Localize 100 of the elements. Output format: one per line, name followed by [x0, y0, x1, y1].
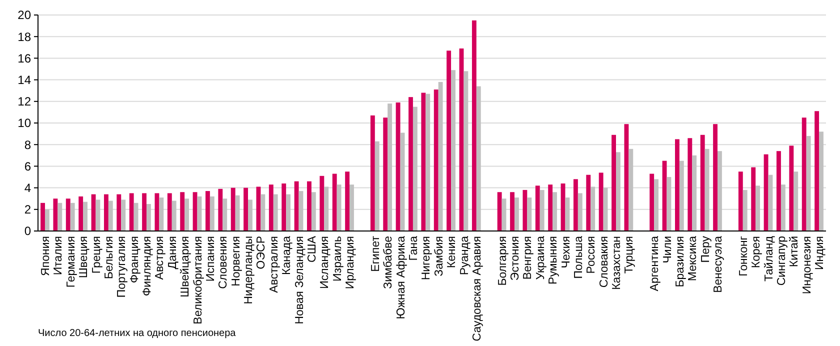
x-tick-label: Индонезия — [801, 236, 814, 294]
bar — [180, 192, 185, 231]
bar — [616, 152, 620, 231]
bar — [116, 194, 122, 231]
x-tick-label: Перу — [700, 236, 712, 263]
bar — [426, 94, 430, 231]
x-tick-label: Чехия — [560, 236, 572, 268]
bar — [350, 184, 354, 231]
bar — [44, 209, 50, 231]
x-tick-label: Румыния — [548, 236, 560, 284]
bar — [742, 190, 748, 231]
x-tick-label: Украина — [534, 235, 547, 280]
x-tick-label: Нигерия — [420, 236, 433, 280]
x-tick-label: Сингапур — [776, 236, 788, 286]
x-tick-label: Словения — [218, 236, 230, 289]
bar — [675, 139, 680, 231]
bar — [184, 198, 189, 231]
bar — [336, 184, 342, 231]
bar — [273, 194, 278, 231]
x-tick-label: Ирландия — [344, 236, 357, 290]
x-tick-label: Эстония — [510, 236, 522, 281]
x-tick-label: Финляндия — [142, 236, 154, 296]
bar — [268, 184, 274, 231]
bar — [598, 172, 604, 231]
bar — [718, 151, 722, 231]
x-tick-label: Гана — [408, 235, 420, 261]
bar — [345, 172, 350, 231]
y-tick-label: 2 — [24, 202, 32, 217]
bar — [527, 198, 532, 231]
bar — [497, 192, 502, 231]
x-tick-label: Израиль — [332, 236, 344, 282]
bar — [780, 184, 786, 231]
x-tick-label: Китай — [788, 236, 801, 268]
x-tick-label: Испания — [204, 236, 217, 282]
bar — [248, 200, 252, 231]
bar — [222, 198, 228, 231]
bar — [476, 86, 481, 231]
bar — [129, 193, 134, 231]
bar — [628, 148, 634, 231]
x-tick-label: Швейцария — [180, 236, 192, 298]
x-tick-label: Новая Зеландия — [294, 236, 306, 324]
bar — [789, 146, 794, 231]
bar — [206, 191, 210, 231]
bar — [286, 194, 291, 231]
bar — [320, 176, 324, 231]
bar — [197, 196, 202, 231]
bar — [764, 154, 768, 231]
bar — [108, 200, 113, 231]
x-tick-label: Гонконг — [738, 236, 750, 276]
bar — [121, 200, 126, 231]
bar — [514, 198, 519, 231]
bar — [142, 193, 146, 231]
bar — [548, 184, 553, 231]
bar — [806, 136, 811, 231]
x-tick-label: Греция — [90, 236, 103, 274]
x-tick-label: Канада — [281, 235, 294, 275]
x-tick-label: Аргентина — [649, 235, 662, 292]
bar — [282, 183, 286, 231]
bar — [307, 181, 312, 231]
x-tick-label: Саудовская Аравия — [471, 236, 484, 342]
bar — [172, 200, 176, 231]
x-tick-label: Франция — [128, 236, 141, 284]
bar — [540, 190, 544, 231]
bar — [383, 118, 388, 231]
y-tick-label: 16 — [18, 51, 32, 66]
bar — [311, 192, 316, 231]
bar — [294, 181, 299, 231]
x-tick-label: Италия — [52, 236, 65, 276]
bar — [421, 92, 426, 231]
x-tick-label: Дания — [166, 236, 179, 270]
y-tick-label: 0 — [24, 224, 32, 238]
x-tick-label: ОЭСР — [256, 236, 268, 270]
x-tick-label: Тайланд — [763, 236, 776, 282]
bar — [53, 198, 58, 231]
x-tick-label: Замбия — [433, 236, 446, 276]
x-tick-label: Швеция — [78, 236, 90, 278]
x-tick-label: Венесуэла — [712, 235, 725, 293]
bar — [400, 132, 405, 231]
bar — [396, 102, 400, 231]
bar — [662, 160, 667, 231]
bar — [590, 186, 596, 231]
x-tick-label: Бразилия — [674, 236, 686, 288]
x-tick-label: Польша — [572, 235, 585, 279]
y-tick-label: 14 — [18, 73, 32, 87]
bar — [802, 118, 806, 231]
bar — [159, 198, 164, 231]
x-tick-label: Япония — [40, 236, 52, 276]
x-tick-label: Мексика — [687, 235, 700, 282]
bar — [751, 167, 756, 231]
bar — [446, 50, 452, 231]
bar — [679, 160, 684, 231]
bar — [756, 186, 760, 231]
x-tick-label: Индия — [814, 236, 826, 270]
bar — [535, 186, 540, 231]
x-tick-label: США — [306, 236, 318, 263]
bar — [408, 97, 413, 231]
x-tick-label: Австралия — [268, 236, 280, 293]
bar — [573, 179, 578, 231]
x-tick-label: Германия — [65, 236, 78, 288]
x-tick-label: Египет — [370, 235, 382, 272]
